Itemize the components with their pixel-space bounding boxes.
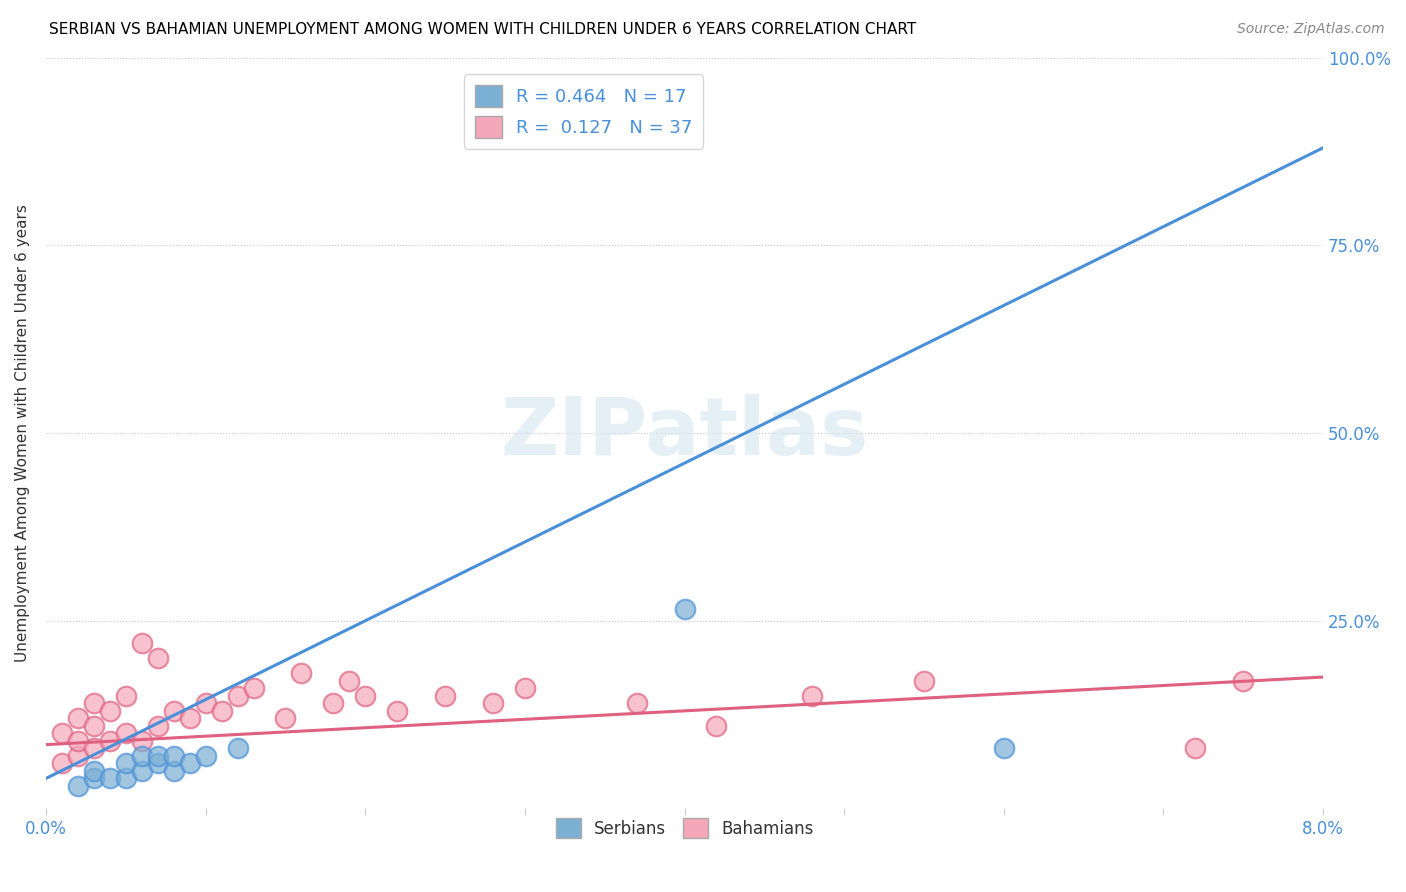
Point: [146, 756, 169, 771]
Point: [211, 704, 233, 718]
Point: [163, 748, 186, 763]
Point: [801, 689, 824, 703]
Point: [66, 711, 89, 725]
Point: [131, 734, 153, 748]
Point: [194, 696, 217, 710]
Point: [146, 748, 169, 763]
Point: [337, 673, 360, 688]
Point: [385, 704, 408, 718]
Point: [114, 689, 136, 703]
Text: ZIPatlas: ZIPatlas: [501, 394, 869, 472]
Point: [98, 704, 121, 718]
Point: [1184, 741, 1206, 756]
Point: [131, 748, 153, 763]
Point: [513, 681, 536, 696]
Point: [83, 764, 105, 778]
Point: [66, 779, 89, 793]
Point: [163, 704, 186, 718]
Point: [66, 748, 89, 763]
Point: [83, 741, 105, 756]
Point: [98, 772, 121, 786]
Point: [912, 673, 935, 688]
Point: [163, 764, 186, 778]
Point: [131, 636, 153, 650]
Point: [242, 681, 264, 696]
Point: [131, 764, 153, 778]
Point: [322, 696, 344, 710]
Point: [83, 696, 105, 710]
Text: Source: ZipAtlas.com: Source: ZipAtlas.com: [1237, 22, 1385, 37]
Point: [482, 696, 505, 710]
Point: [706, 719, 728, 733]
Point: [993, 741, 1015, 756]
Point: [114, 726, 136, 740]
Point: [354, 689, 377, 703]
Point: [146, 651, 169, 665]
Point: [114, 772, 136, 786]
Point: [226, 741, 249, 756]
Point: [51, 726, 73, 740]
Point: [83, 719, 105, 733]
Y-axis label: Unemployment Among Women with Children Under 6 years: Unemployment Among Women with Children U…: [15, 204, 30, 662]
Point: [434, 689, 457, 703]
Point: [51, 756, 73, 771]
Point: [98, 734, 121, 748]
Text: SERBIAN VS BAHAMIAN UNEMPLOYMENT AMONG WOMEN WITH CHILDREN UNDER 6 YEARS CORRELA: SERBIAN VS BAHAMIAN UNEMPLOYMENT AMONG W…: [49, 22, 917, 37]
Point: [66, 734, 89, 748]
Point: [146, 719, 169, 733]
Point: [194, 748, 217, 763]
Point: [673, 602, 696, 616]
Point: [179, 756, 201, 771]
Point: [274, 711, 297, 725]
Point: [83, 772, 105, 786]
Legend: Serbians, Bahamians: Serbians, Bahamians: [548, 812, 820, 845]
Point: [114, 756, 136, 771]
Point: [226, 689, 249, 703]
Point: [626, 696, 648, 710]
Point: [1232, 673, 1254, 688]
Point: [179, 711, 201, 725]
Point: [290, 666, 312, 681]
